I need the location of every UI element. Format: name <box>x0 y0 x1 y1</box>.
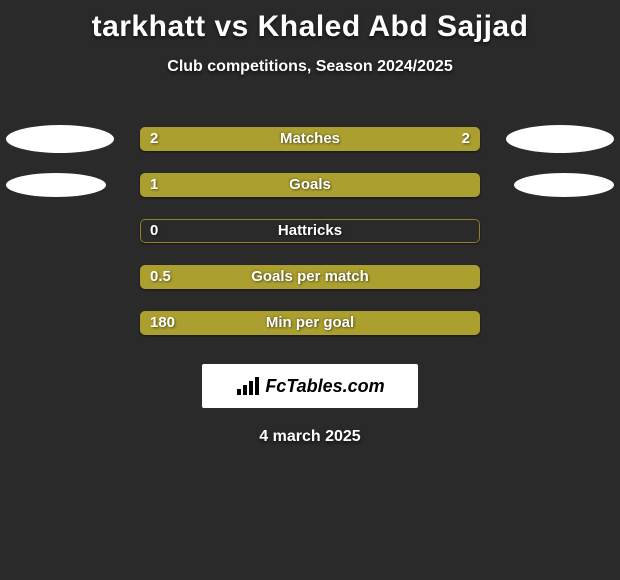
page-title: tarkhatt vs Khaled Abd Sajjad <box>0 0 620 44</box>
as-of-date: 4 march 2025 <box>0 428 620 446</box>
stat-row: Min per goal180 <box>0 300 620 346</box>
brand-box: FcTables.com <box>202 364 418 408</box>
brand-text: FcTables.com <box>265 376 384 397</box>
h2h-infographic: tarkhatt vs Khaled Abd Sajjad Club compe… <box>0 0 620 580</box>
stat-bar: Matches2 2 <box>140 127 480 151</box>
stat-label: Min per goal <box>140 311 480 335</box>
ellipse-left <box>6 173 106 197</box>
stat-row: Goals per match0.5 <box>0 254 620 300</box>
stat-value-left: 180 <box>150 311 175 335</box>
ellipse-right <box>506 125 614 153</box>
ellipse-right <box>514 173 614 197</box>
stat-rows: Matches2 2 Goals1 Hattricks0 Goals per match… <box>0 116 620 346</box>
bars-icon <box>235 375 261 397</box>
stat-value-left: 2 <box>150 127 158 151</box>
stat-value-left: 0.5 <box>150 265 171 289</box>
stat-row: Goals1 <box>0 162 620 208</box>
stat-bar: Hattricks0 <box>140 219 480 243</box>
stat-label: Hattricks <box>140 219 480 243</box>
stat-label: Goals per match <box>140 265 480 289</box>
stat-label: Goals <box>140 173 480 197</box>
stat-row: Matches2 2 <box>0 116 620 162</box>
stat-row: Hattricks0 <box>0 208 620 254</box>
stat-bar: Goals per match0.5 <box>140 265 480 289</box>
page-subtitle: Club competitions, Season 2024/2025 <box>0 58 620 76</box>
stat-bar: Goals1 <box>140 173 480 197</box>
stat-value-right: 2 <box>462 127 470 151</box>
stat-value-left: 0 <box>150 219 158 243</box>
stat-label: Matches <box>140 127 480 151</box>
ellipse-left <box>6 125 114 153</box>
stat-value-left: 1 <box>150 173 158 197</box>
stat-bar: Min per goal180 <box>140 311 480 335</box>
